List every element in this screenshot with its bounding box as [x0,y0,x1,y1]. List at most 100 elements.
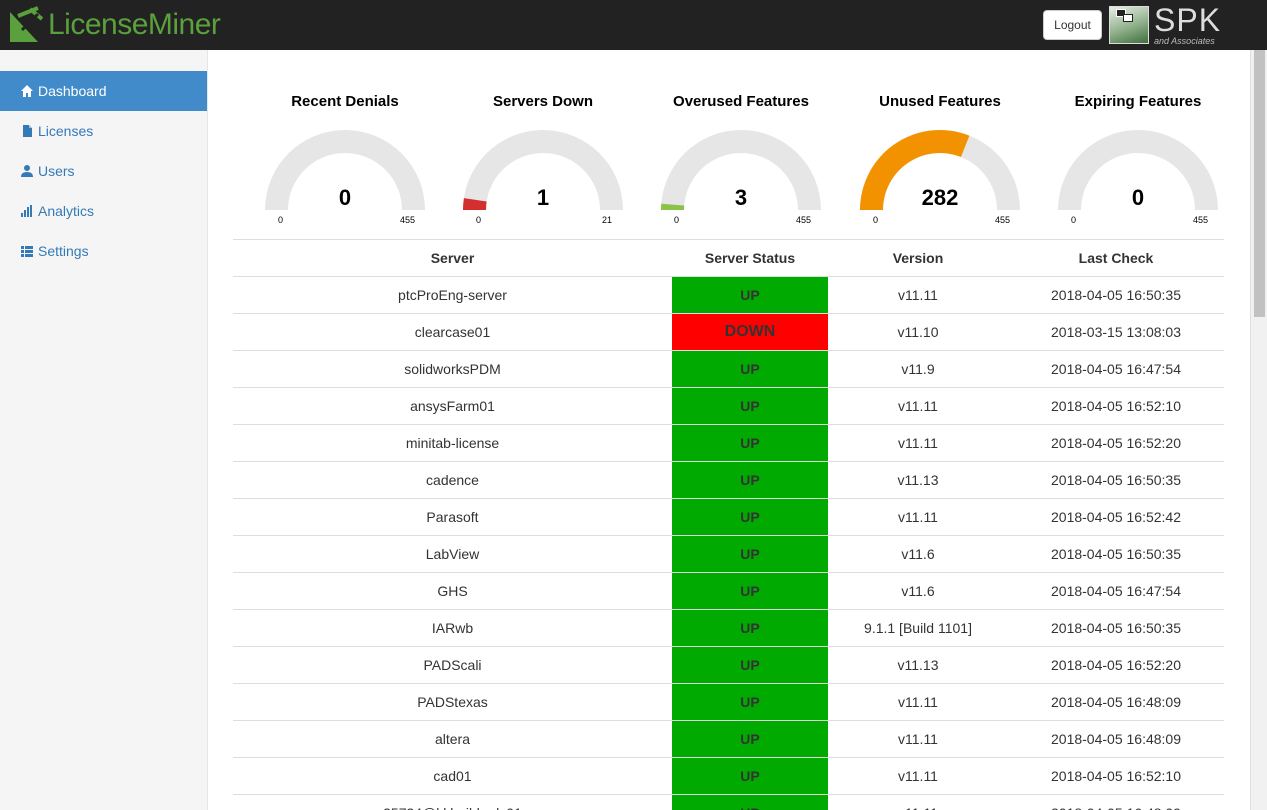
version-cell: v11.11 [828,276,1008,314]
column-header-version[interactable]: Version [828,239,1008,277]
gauge-track [1058,130,1218,210]
gauge-recent-denials[interactable]: Recent Denials 0 0 455 [246,50,444,240]
server-status-cell: UP [672,572,828,610]
table-row[interactable]: cad01 UP v11.11 2018-04-05 16:52:10 [233,757,1224,795]
gauge-max-label: 455 [995,215,1011,225]
sidebar-item-label: Settings [38,243,89,259]
server-status-cell: UP [672,646,828,684]
server-status-cell: UP [672,609,828,647]
version-cell: v11.11 [828,498,1008,536]
gauge-max-label: 21 [602,215,613,225]
partner-logo-subtext: and Associates [1154,36,1215,46]
table-row[interactable]: clearcase01 DOWN v11.10 2018-03-15 13:08:03 [233,313,1224,351]
gauge-dial [661,130,821,210]
logout-button[interactable]: Logout [1043,10,1102,40]
last-check-cell: 2018-04-05 16:47:54 [1008,572,1224,610]
gauge-fill [860,129,970,210]
server-status-cell: UP [672,424,828,462]
gauge-min-label: 0 [278,215,284,225]
table-row[interactable]: Parasoft UP v11.11 2018-04-05 16:52:42 [233,498,1224,536]
last-check-cell: 2018-04-05 16:50:35 [1008,461,1224,499]
version-cell: v11.6 [828,535,1008,573]
sidebar: Dashboard Licenses Users Analytics Setti… [0,50,208,810]
server-name-cell: LabView [233,535,672,573]
gauge-value: 1 [536,185,550,210]
app-logo[interactable]: LicenseMiner [8,4,221,46]
table-row[interactable]: ansysFarm01 UP v11.11 2018-04-05 16:52:10 [233,387,1224,425]
table-row[interactable]: PADStexas UP v11.11 2018-04-05 16:48:09 [233,683,1224,721]
server-status-cell: UP [672,350,828,388]
last-check-cell: 2018-04-05 16:48:09 [1008,683,1224,721]
table-row[interactable]: GHS UP v11.6 2018-04-05 16:47:54 [233,572,1224,610]
column-header-server-status[interactable]: Server Status [672,239,828,277]
last-check-cell: 2018-04-05 16:52:10 [1008,757,1224,795]
table-row[interactable]: IARwb UP 9.1.1 [Build 1101] 2018-04-05 16:5… [233,609,1224,647]
sidebar-item-label: Licenses [38,123,94,139]
column-header-server[interactable]: Server [233,239,672,277]
table-header-row: Server Server Status Version Last Check [233,239,1224,277]
server-status-table: Server Server Status Version Last Check … [233,239,1224,810]
gauge-unused-features[interactable]: Unused Features 282 0 455 [841,50,1039,240]
gauge-value: 0 [338,185,352,210]
version-cell: v11.11 [828,683,1008,721]
gauge-fill [661,203,685,210]
server-status-cell: UP [672,683,828,721]
gauge-min-label: 0 [674,215,680,225]
version-cell: v11.11 [828,794,1008,810]
sidebar-item-users[interactable]: Users [0,151,207,191]
column-header-last-check[interactable]: Last Check [1008,239,1224,277]
sidebar-item-analytics[interactable]: Analytics [0,191,207,231]
table-row[interactable]: cadence UP v11.13 2018-04-05 16:50:35 [233,461,1224,499]
gauge-expiring-features[interactable]: Expiring Features 0 0 455 [1039,50,1237,240]
sidebar-item-licenses[interactable]: Licenses [0,111,207,151]
server-name-cell: clearcase01 [233,313,672,351]
table-body: ptcProEng-server UP v11.11 2018-04-05 16:50… [233,276,1224,810]
bar-chart-icon [20,204,34,218]
table-row[interactable]: solidworksPDM UP v11.9 2018-04-05 16:47:54 [233,350,1224,388]
version-cell: v11.9 [828,350,1008,388]
last-check-cell: 2018-04-05 16:50:35 [1008,609,1224,647]
gauge-servers-down[interactable]: Servers Down 1 0 21 [444,50,642,240]
gauge-max-label: 455 [1193,215,1209,225]
page-scrollbar[interactable] [1250,50,1267,810]
sidebar-nav: Dashboard Licenses Users Analytics Setti… [0,71,207,271]
last-check-cell: 2018-04-05 16:48:09 [1008,720,1224,758]
gauge-dial [860,129,1020,210]
gauge-title: Overused Features [673,93,809,110]
partner-logo-text: SPK [1154,2,1222,38]
sidebar-item-settings[interactable]: Settings [0,231,207,271]
version-cell: v11.11 [828,387,1008,425]
sidebar-item-dashboard[interactable]: Dashboard [0,71,207,111]
last-check-cell: 2018-04-05 16:52:20 [1008,424,1224,462]
table-row[interactable]: PADScali UP v11.13 2018-04-05 16:52:20 [233,646,1224,684]
user-icon [20,164,34,178]
gauge-dial [265,130,425,210]
server-status-cell: UP [672,535,828,573]
version-cell: 9.1.1 [Build 1101] [828,609,1008,647]
gauge-dial [1058,130,1218,210]
gauge-overused-features[interactable]: Overused Features 3 0 455 [642,50,840,240]
table-row[interactable]: minitab-license UP v11.11 2018-04-05 16:52:… [233,424,1224,462]
server-name-cell: PADStexas [233,683,672,721]
top-navbar: LicenseMiner Logout SPK and Associates [0,0,1267,50]
server-name-cell: altera [233,720,672,758]
server-name-cell: ptcProEng-server [233,276,672,314]
scrollbar-thumb[interactable] [1254,50,1265,317]
version-cell: v11.13 [828,646,1008,684]
server-name-cell: ansysFarm01 [233,387,672,425]
pickaxe-logo-icon [8,6,46,44]
file-icon [20,124,34,138]
last-check-cell: 2018-04-05 16:50:35 [1008,535,1224,573]
server-status-cell: UP [672,461,828,499]
table-row[interactable]: altera UP v11.11 2018-04-05 16:48:09 [233,720,1224,758]
table-row[interactable]: LabView UP v11.6 2018-04-05 16:50:35 [233,535,1224,573]
sidebar-item-label: Dashboard [38,83,107,99]
gauge-min-label: 0 [476,215,482,225]
gauge-min-label: 0 [873,215,879,225]
version-cell: v11.6 [828,572,1008,610]
server-status-cell: UP [672,498,828,536]
server-name-cell: PADScali [233,646,672,684]
server-name-cell: IARwb [233,609,672,647]
table-row[interactable]: ptcProEng-server UP v11.11 2018-04-05 16:50… [233,276,1224,314]
